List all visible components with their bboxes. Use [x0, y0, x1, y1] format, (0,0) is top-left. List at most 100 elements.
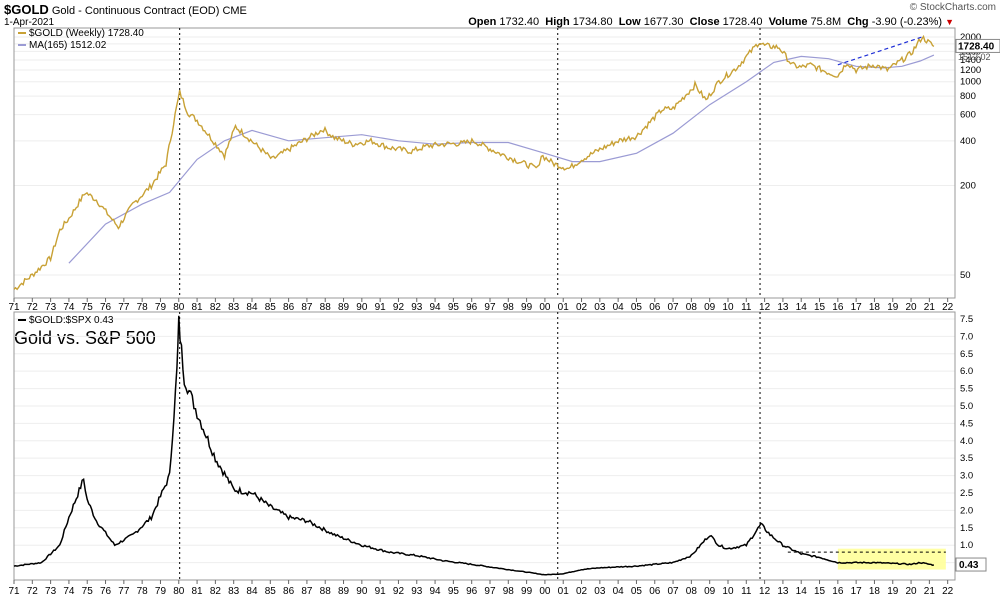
x-tick-label-bottom: 85: [265, 586, 277, 597]
volume-label: Volume: [768, 16, 808, 28]
x-tick-label-top: 10: [722, 302, 734, 313]
trend-line: [837, 36, 923, 66]
open-label: Open: [468, 16, 497, 28]
x-tick-label-top: 93: [411, 302, 423, 313]
x-tick-label-top: 96: [466, 302, 478, 313]
y-tick-label-bottom: 7.5: [960, 314, 973, 325]
x-tick-label-top: 91: [375, 302, 387, 313]
gridlines: [14, 36, 955, 564]
y-tick-label-bottom: 4.5: [960, 418, 973, 429]
x-tick-label-bottom: 10: [722, 586, 734, 597]
x-tick-label-top: 13: [777, 302, 789, 313]
x-tick-label-bottom: 21: [924, 586, 936, 597]
y-tick-label-top: 400: [960, 136, 976, 147]
last-value-ma: 1512.02: [958, 52, 991, 62]
x-tick-label-top: 98: [503, 302, 515, 313]
y-tick-label-bottom: 1.0: [960, 540, 973, 551]
x-tick-label-bottom: 74: [63, 586, 75, 597]
y-tick-label-bottom: 3.5: [960, 453, 973, 464]
open-value: 1732.40: [499, 16, 540, 28]
x-tick-label-bottom: 72: [27, 586, 39, 597]
x-tick-label-top: 89: [338, 302, 350, 313]
chart-header-left: $GOLD Gold - Continuous Contract (EOD) C…: [4, 2, 247, 17]
x-tick-label-bottom: 86: [283, 586, 295, 597]
gold-price-line: [13, 34, 935, 291]
legend-label: MA(165) 1512.02: [29, 40, 107, 51]
x-tick-label-bottom: 82: [210, 586, 222, 597]
x-tick-label-top: 01: [558, 302, 570, 313]
x-tick-label-top: 00: [539, 302, 551, 313]
instrument-name: Gold - Continuous Contract (EOD): [51, 5, 220, 17]
x-tick-label-top: 90: [356, 302, 368, 313]
y-tick-label-bottom: 7.0: [960, 331, 973, 342]
y-tick-label-bottom: 4.0: [960, 436, 973, 447]
x-tick-label-bottom: 97: [484, 586, 496, 597]
y-tick-label-bottom: 6.0: [960, 366, 973, 377]
x-tick-label-top: 21: [924, 302, 936, 313]
last-value-tag: [955, 38, 1000, 53]
x-tick-label-top: 20: [905, 302, 917, 313]
x-tick-label-bottom: 83: [228, 586, 240, 597]
x-tick-label-bottom: 01: [558, 586, 570, 597]
ohlc-readout: Open 1732.40 High 1734.80 Low 1677.30 Cl…: [468, 16, 954, 28]
x-tick-label-top: 94: [430, 302, 442, 313]
x-tick-label-top: 03: [594, 302, 606, 313]
ticker-symbol: $GOLD: [4, 2, 49, 17]
x-tick-label-top: 04: [613, 302, 625, 313]
x-tick-label-top: 73: [45, 302, 57, 313]
y-tick-label-bottom: 1.5: [960, 523, 973, 534]
x-tick-label-top: 75: [82, 302, 94, 313]
x-tick-label-bottom: 04: [613, 586, 625, 597]
x-tick-label-bottom: 90: [356, 586, 368, 597]
highlight-layer: [787, 548, 946, 570]
x-tick-label-bottom: 02: [576, 586, 588, 597]
x-tick-label-bottom: 94: [430, 586, 442, 597]
x-tick-label-bottom: 71: [8, 586, 20, 597]
x-tick-label-bottom: 18: [869, 586, 881, 597]
x-tick-label-bottom: 73: [45, 586, 57, 597]
x-tick-label-bottom: 78: [137, 586, 149, 597]
x-tick-label-top: 11: [741, 302, 752, 313]
exchange-label: CME: [222, 5, 247, 17]
x-tick-label-top: 79: [155, 302, 167, 313]
y-tick-label-bottom: 2.5: [960, 488, 973, 499]
x-tick-label-top: 22: [942, 302, 954, 313]
x-tick-label-top: 78: [137, 302, 149, 313]
x-tick-label-bottom: 98: [503, 586, 515, 597]
x-tick-label-bottom: 03: [594, 586, 606, 597]
x-tick-label-bottom: 79: [155, 586, 167, 597]
x-tick-label-bottom: 91: [375, 586, 387, 597]
high-value: 1734.80: [572, 16, 613, 28]
y-tick-label-top: 50: [960, 270, 971, 281]
x-tick-label-bottom: 84: [246, 586, 258, 597]
x-tick-label-top: 77: [118, 302, 130, 313]
x-tick-label-bottom: 12: [759, 586, 771, 597]
y-tick-label-top: 1200: [960, 65, 981, 76]
x-tick-label-top: 09: [704, 302, 716, 313]
x-tick-label-bottom: 17: [851, 586, 863, 597]
y-tick-label-top: 600: [960, 110, 976, 121]
x-tick-label-bottom: 96: [466, 586, 478, 597]
x-tick-label-top: 74: [63, 302, 75, 313]
series-layer: [13, 34, 935, 576]
brand-label: © StockCharts.com: [909, 2, 996, 13]
x-tick-label-bottom: 16: [832, 586, 844, 597]
x-tick-label-bottom: 14: [796, 586, 808, 597]
x-tick-label-bottom: 80: [173, 586, 185, 597]
x-tick-label-top: 88: [320, 302, 332, 313]
low-label: Low: [618, 16, 641, 28]
x-tick-label-bottom: 88: [320, 586, 332, 597]
highlight-box: [837, 548, 946, 570]
x-tick-label-bottom: 93: [411, 586, 423, 597]
x-tick-label-bottom: 77: [118, 586, 130, 597]
x-tick-label-bottom: 09: [704, 586, 716, 597]
x-tick-label-top: 17: [851, 302, 863, 313]
x-tick-label-top: 06: [649, 302, 661, 313]
x-tick-label-top: 87: [301, 302, 313, 313]
x-tick-label-bottom: 15: [814, 586, 826, 597]
x-tick-label-bottom: 99: [521, 586, 533, 597]
x-tick-label-top: 15: [814, 302, 826, 313]
bottom-panel-title: Gold vs. S&P 500: [14, 328, 156, 348]
x-tick-label-top: 07: [668, 302, 680, 313]
